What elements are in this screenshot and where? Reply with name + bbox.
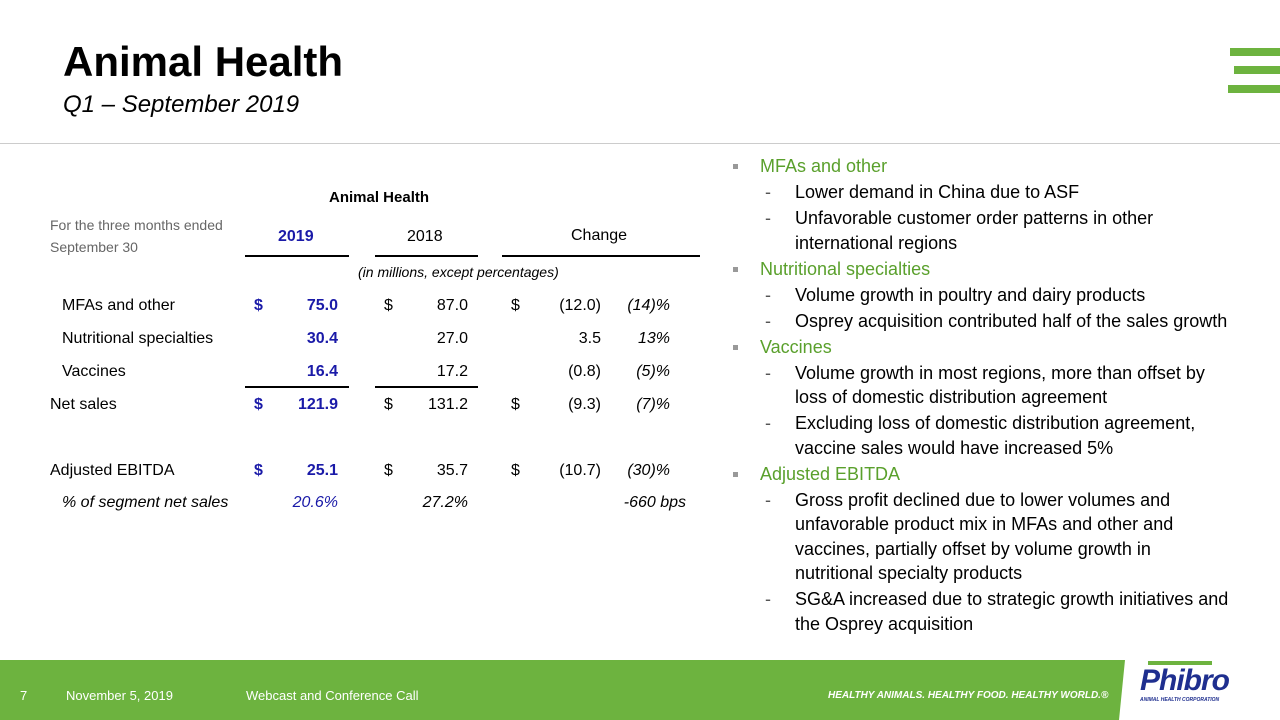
- cell-pct: (7)%: [636, 396, 670, 413]
- dash-bullet-icon: -: [765, 310, 771, 331]
- bullet-text: vaccine sales would have increased 5%: [795, 437, 1114, 458]
- bullet-text: Volume growth in most regions, more than…: [795, 362, 1205, 383]
- bullet-text: Gross profit declined due to lower volum…: [795, 489, 1171, 510]
- cell-label: Net sales: [50, 396, 117, 413]
- cell-v2019: 16.4: [306, 363, 338, 380]
- bullet-heading: MFAs and other: [760, 156, 888, 176]
- page-number: 7: [20, 688, 28, 703]
- bullet-text: the Osprey acquisition: [795, 613, 974, 634]
- square-bullet-icon: [733, 266, 738, 272]
- cell-chg: (9.3): [568, 396, 601, 413]
- cell-chg: (12.0): [559, 297, 601, 314]
- cell-v2018: 17.2: [436, 363, 468, 380]
- cell-d2: $: [384, 462, 393, 479]
- bullet-text: Volume growth in poultry and dairy produ…: [795, 284, 1146, 305]
- square-bullet-icon: [733, 471, 738, 477]
- rule: [245, 255, 349, 257]
- bullet-text: Lower demand in China due to ASF: [795, 182, 1080, 202]
- cell-chg: (10.7): [559, 462, 601, 479]
- page-subtitle: Q1 – September 2019: [63, 91, 300, 118]
- cell-pct: -660 bps: [623, 494, 686, 511]
- square-bullet-icon: [733, 164, 738, 169]
- cell-v2019: 121.9: [297, 396, 338, 413]
- cell-d1: $: [254, 297, 263, 314]
- brand-bar-icon: [1230, 48, 1280, 56]
- bullet-text: international regions: [795, 232, 958, 253]
- dash-bullet-icon: -: [765, 208, 771, 228]
- col-change: Change: [571, 227, 628, 244]
- bullet-text: loss of domestic distribution agreement: [795, 387, 1108, 407]
- header-divider: [0, 143, 1280, 144]
- bullet-heading: Nutritional specialties: [760, 258, 931, 279]
- dash-bullet-icon: -: [765, 489, 771, 510]
- dash-bullet-icon: -: [765, 362, 771, 383]
- bullet-text: vaccines, partially offset by volume gro…: [795, 538, 1151, 559]
- cell-pct: (30)%: [627, 462, 670, 479]
- cell-d3: $: [511, 396, 520, 413]
- cell-chg: 3.5: [578, 330, 601, 347]
- page-title: Animal Health: [63, 38, 344, 85]
- rule: [375, 255, 478, 257]
- dash-bullet-icon: -: [765, 413, 771, 433]
- cell-v2018: 35.7: [436, 462, 468, 479]
- cell-label: MFAs and other: [62, 297, 175, 314]
- cell-v2019: 20.6%: [292, 494, 338, 511]
- cell-v2019: 75.0: [306, 297, 338, 314]
- bullet-text: Unfavorable customer order patterns in o…: [795, 208, 1154, 228]
- cell-d3: $: [511, 297, 520, 314]
- brand-bar-icon: [1234, 66, 1280, 74]
- units-note: (in millions, except percentages): [358, 264, 559, 280]
- rule: [502, 255, 700, 257]
- period-label: For the three months ended: [50, 217, 223, 233]
- col-2018: 2018: [407, 228, 443, 245]
- footer-date: November 5, 2019: [66, 688, 173, 703]
- bullet-text: nutritional specialty products: [795, 563, 1023, 583]
- cell-pct: 13%: [637, 330, 670, 347]
- cell-v2018: 87.0: [436, 297, 468, 314]
- cell-v2019: 25.1: [306, 462, 338, 479]
- cell-pct: (5)%: [636, 363, 670, 380]
- footer-band: [0, 660, 1125, 720]
- dash-bullet-icon: -: [765, 589, 771, 609]
- bullet-text: Osprey acquisition contributed half of t…: [795, 310, 1228, 331]
- cell-d2: $: [384, 297, 393, 314]
- bullet-text: Excluding loss of domestic distribution …: [795, 413, 1196, 433]
- cell-v2018: 27.0: [436, 330, 468, 347]
- cell-v2018: 131.2: [427, 396, 468, 413]
- rule: [245, 386, 349, 388]
- cell-label: Adjusted EBITDA: [50, 462, 175, 479]
- cell-v2019: 30.4: [306, 330, 338, 347]
- cell-d1: $: [254, 396, 263, 413]
- cell-d3: $: [511, 462, 520, 479]
- bullet-heading: Vaccines: [760, 336, 832, 357]
- logo-bar: [1148, 661, 1212, 665]
- cell-label: Vaccines: [62, 363, 126, 380]
- brand-bar-icon: [1228, 85, 1280, 93]
- cell-d2: $: [384, 396, 393, 413]
- cell-pct: (14)%: [627, 297, 670, 314]
- col-2019: 2019: [278, 228, 314, 245]
- cell-label: Nutritional specialties: [62, 330, 214, 347]
- cell-label: % of segment net sales: [62, 494, 229, 511]
- period-label-2: September 30: [50, 239, 138, 255]
- rule: [375, 386, 478, 388]
- table-title: Animal Health: [329, 189, 430, 206]
- footer-event: Webcast and Conference Call: [246, 688, 419, 703]
- bullet-heading: Adjusted EBITDA: [760, 463, 901, 484]
- dash-bullet-icon: -: [765, 284, 771, 305]
- cell-d1: $: [254, 462, 263, 479]
- phibro-logo: Phibro: [1140, 664, 1230, 697]
- dash-bullet-icon: -: [765, 182, 771, 202]
- cell-chg: (0.8): [568, 363, 601, 380]
- square-bullet-icon: [733, 344, 738, 350]
- bullet-text: SG&A increased due to strategic growth i…: [795, 589, 1229, 609]
- tagline: HEALTHY ANIMALS. HEALTHY FOOD. HEALTHY W…: [828, 690, 1109, 701]
- logo-subtitle: ANIMAL HEALTH CORPORATION: [1140, 697, 1220, 703]
- bullet-text: unfavorable product mix in MFAs and othe…: [795, 514, 1174, 534]
- cell-v2018: 27.2%: [422, 494, 468, 511]
